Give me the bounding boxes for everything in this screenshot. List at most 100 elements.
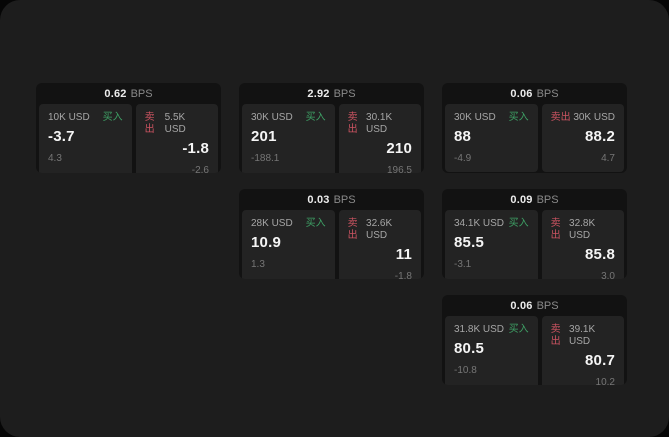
sell-side-label: 卖出 (550, 112, 571, 123)
card-body: 28K USD 买入 10.9 1.3 卖出 32.6K USD 11 -1.8 (239, 209, 424, 279)
bps-unit-label: BPS (536, 194, 559, 206)
sell-delta: -1.8 (394, 271, 412, 279)
buy-tile-header: 10K USD 买入 (48, 112, 123, 124)
sell-price: 85.8 (585, 246, 615, 263)
buy-size: 10K USD (48, 112, 90, 123)
buy-size: 31.8K USD (454, 324, 505, 335)
sell-quote-tile[interactable]: 卖出 30.1K USD 210 196.5 (338, 104, 421, 173)
bps-value: 0.62 (104, 88, 127, 100)
buy-side-label: 买入 (508, 324, 529, 335)
sell-tile-header: 卖出 39.1K USD (551, 324, 615, 348)
sell-delta: 196.5 (386, 165, 412, 173)
card-header: 0.06 BPS (442, 83, 627, 103)
card-header: 0.62 BPS (36, 83, 221, 103)
bps-unit-label: BPS (130, 88, 153, 100)
bps-unit-label: BPS (333, 88, 356, 100)
sell-delta: 3.0 (601, 271, 615, 279)
buy-side-label: 买入 (508, 218, 529, 229)
sell-tile-header: 卖出 5.5K USD (145, 112, 209, 136)
card-header: 0.09 BPS (442, 189, 627, 209)
buy-size: 30K USD (454, 112, 496, 123)
card-body: 31.8K USD 买入 80.5 -10.8 卖出 39.1K USD 80.… (442, 315, 627, 385)
buy-tile-header: 31.8K USD 买入 (454, 324, 529, 336)
buy-side-label: 买入 (305, 218, 326, 229)
quote-grid: 0.62 BPS 10K USD 买入 -3.7 4.3 卖出 5.5K USD… (36, 83, 627, 385)
sell-size: 30K USD (573, 112, 615, 123)
sell-quote-tile[interactable]: 卖出 32.6K USD 11 -1.8 (338, 210, 421, 279)
sell-side-label: 卖出 (347, 218, 358, 241)
quote-card: 0.03 BPS 28K USD 买入 10.9 1.3 卖出 32.6K US… (239, 189, 424, 279)
buy-price: -3.7 (48, 128, 75, 145)
card-body: 30K USD 买入 88 -4.9 卖出 30K USD 88.2 4.7 (442, 103, 627, 173)
sell-price: 88.2 (585, 128, 615, 145)
buy-price: 80.5 (454, 340, 484, 357)
buy-delta: -188.1 (251, 153, 280, 164)
bps-value: 0.06 (510, 300, 533, 312)
bps-value: 0.09 (510, 194, 533, 206)
buy-quote-tile[interactable]: 10K USD 买入 -3.7 4.3 (39, 104, 132, 173)
sell-quote-tile[interactable]: 卖出 32.8K USD 85.8 3.0 (541, 210, 624, 279)
buy-size: 30K USD (251, 112, 293, 123)
bps-unit-label: BPS (333, 194, 356, 206)
quote-card: 2.92 BPS 30K USD 买入 201 -188.1 卖出 30.1K … (239, 83, 424, 173)
buy-quote-tile[interactable]: 28K USD 买入 10.9 1.3 (242, 210, 335, 279)
buy-price: 88 (454, 128, 472, 145)
sell-side-label: 卖出 (550, 324, 561, 347)
sell-delta: 4.7 (601, 153, 615, 164)
sell-side-label: 卖出 (347, 112, 358, 135)
buy-side-label: 买入 (102, 112, 123, 123)
buy-quote-tile[interactable]: 30K USD 买入 88 -4.9 (445, 104, 538, 172)
quote-card: 0.06 BPS 31.8K USD 买入 80.5 -10.8 卖出 39.1… (442, 295, 627, 385)
buy-tile-header: 30K USD 买入 (454, 112, 529, 124)
card-body: 30K USD 买入 201 -188.1 卖出 30.1K USD 210 1… (239, 103, 424, 173)
buy-delta: -4.9 (454, 153, 472, 164)
buy-delta: 4.3 (48, 153, 62, 164)
buy-quote-tile[interactable]: 30K USD 买入 201 -188.1 (242, 104, 335, 173)
sell-delta: -2.6 (191, 165, 209, 173)
sell-quote-tile[interactable]: 卖出 30K USD 88.2 4.7 (541, 104, 624, 172)
buy-tile-header: 34.1K USD 买入 (454, 218, 529, 230)
buy-price: 85.5 (454, 234, 484, 251)
buy-side-label: 买入 (508, 112, 529, 123)
bps-value: 2.92 (307, 88, 330, 100)
buy-delta: -3.1 (454, 259, 472, 270)
buy-side-label: 买入 (305, 112, 326, 123)
sell-price: -1.8 (182, 140, 209, 157)
card-header: 0.06 BPS (442, 295, 627, 315)
sell-tile-header: 卖出 32.8K USD (551, 218, 615, 242)
buy-quote-tile[interactable]: 31.8K USD 买入 80.5 -10.8 (445, 316, 538, 385)
buy-size: 28K USD (251, 218, 293, 229)
quote-card: 0.62 BPS 10K USD 买入 -3.7 4.3 卖出 5.5K USD… (36, 83, 221, 173)
sell-tile-header: 卖出 30K USD (551, 112, 615, 124)
bps-value: 0.06 (510, 88, 533, 100)
buy-price: 10.9 (251, 234, 281, 251)
bps-unit-label: BPS (536, 300, 559, 312)
sell-size: 32.6K USD (366, 218, 393, 241)
sell-side-label: 卖出 (144, 112, 155, 135)
sell-quote-tile[interactable]: 卖出 5.5K USD -1.8 -2.6 (135, 104, 218, 173)
sell-price: 11 (395, 246, 412, 263)
sell-quote-tile[interactable]: 卖出 39.1K USD 80.7 10.2 (541, 316, 624, 385)
sell-side-label: 卖出 (550, 218, 561, 241)
card-body: 34.1K USD 买入 85.5 -3.1 卖出 32.8K USD 85.8… (442, 209, 627, 279)
sell-tile-header: 卖出 32.6K USD (348, 218, 412, 242)
sell-tile-header: 卖出 30.1K USD (348, 112, 412, 136)
buy-delta: 1.3 (251, 259, 265, 270)
sell-delta: 10.2 (595, 377, 615, 385)
card-header: 2.92 BPS (239, 83, 424, 103)
quote-card: 0.09 BPS 34.1K USD 买入 85.5 -3.1 卖出 32.8K… (442, 189, 627, 279)
bps-value: 0.03 (307, 194, 330, 206)
buy-delta: -10.8 (454, 365, 477, 376)
card-body: 10K USD 买入 -3.7 4.3 卖出 5.5K USD -1.8 -2.… (36, 103, 221, 173)
buy-tile-header: 28K USD 买入 (251, 218, 326, 230)
buy-tile-header: 30K USD 买入 (251, 112, 326, 124)
buy-quote-tile[interactable]: 34.1K USD 买入 85.5 -3.1 (445, 210, 538, 279)
sell-size: 39.1K USD (569, 324, 596, 347)
sell-price: 210 (386, 140, 412, 157)
card-header: 0.03 BPS (239, 189, 424, 209)
sell-size: 5.5K USD (164, 112, 186, 135)
sell-size: 32.8K USD (569, 218, 596, 241)
sell-price: 80.7 (585, 352, 615, 369)
buy-size: 34.1K USD (454, 218, 505, 229)
